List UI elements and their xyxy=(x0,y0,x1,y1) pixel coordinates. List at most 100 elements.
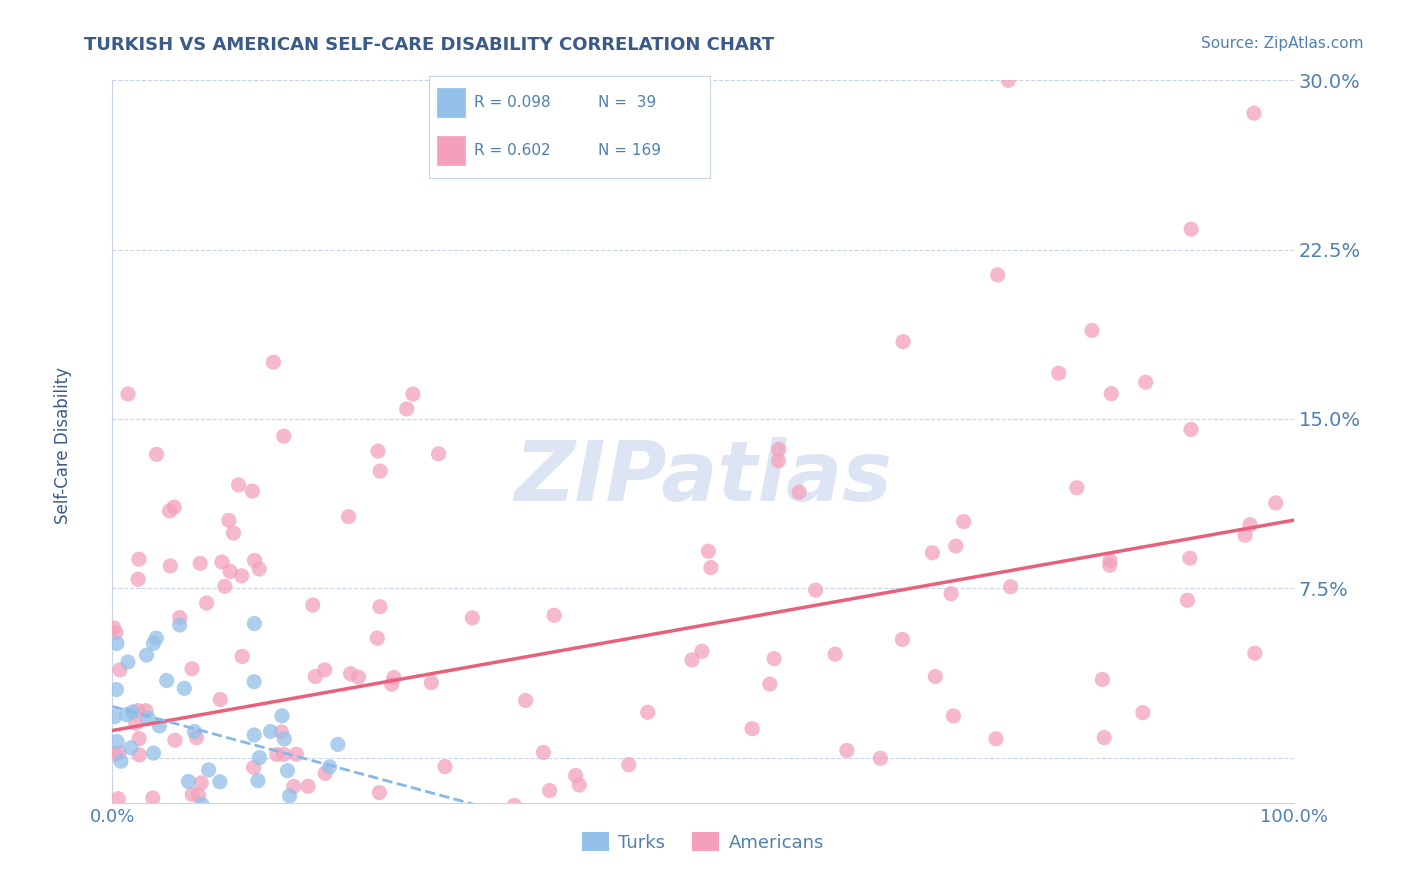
Point xyxy=(181,662,204,676)
Point xyxy=(276,764,298,778)
Point xyxy=(195,807,218,822)
Point xyxy=(952,515,974,529)
Point xyxy=(579,807,602,822)
Point xyxy=(195,596,218,610)
Text: N =  39: N = 39 xyxy=(598,95,655,110)
Point xyxy=(359,807,381,822)
Point xyxy=(292,807,315,822)
Point xyxy=(768,453,790,467)
Point xyxy=(432,807,454,822)
Point xyxy=(111,807,134,822)
Point xyxy=(461,611,484,625)
Point xyxy=(314,766,336,780)
Point xyxy=(690,644,713,658)
Point xyxy=(209,692,232,706)
Point xyxy=(117,807,139,822)
Point xyxy=(297,779,319,793)
Point xyxy=(419,807,441,822)
Point xyxy=(377,807,399,822)
Point xyxy=(891,632,914,647)
Point xyxy=(173,681,195,696)
Point xyxy=(273,731,295,746)
Point xyxy=(138,807,160,822)
Point xyxy=(1066,481,1088,495)
Text: Source: ZipAtlas.com: Source: ZipAtlas.com xyxy=(1201,36,1364,51)
Point xyxy=(125,716,148,731)
Point xyxy=(1135,375,1157,389)
Point xyxy=(824,647,846,661)
Point xyxy=(1243,106,1265,120)
Point xyxy=(129,807,152,822)
Point xyxy=(222,526,245,541)
Point xyxy=(181,788,204,802)
Point xyxy=(342,807,364,822)
Point xyxy=(142,746,165,760)
Point xyxy=(681,653,703,667)
Point xyxy=(138,807,160,822)
Point xyxy=(339,807,361,822)
Point xyxy=(228,478,250,492)
Point xyxy=(247,562,270,576)
Point xyxy=(159,558,181,573)
Point xyxy=(145,447,167,461)
Point xyxy=(143,807,166,822)
Point xyxy=(367,444,389,458)
Point xyxy=(637,705,659,719)
Point xyxy=(148,719,170,733)
Point xyxy=(1091,673,1114,687)
Point xyxy=(197,763,219,777)
Point xyxy=(270,725,292,739)
Point xyxy=(942,709,965,723)
Text: TURKISH VS AMERICAN SELF-CARE DISABILITY CORRELATION CHART: TURKISH VS AMERICAN SELF-CARE DISABILITY… xyxy=(84,36,775,54)
Point xyxy=(219,565,242,579)
Point xyxy=(1264,496,1286,510)
Point xyxy=(163,733,186,747)
Point xyxy=(110,754,132,768)
Point xyxy=(1098,558,1121,573)
Point xyxy=(271,708,294,723)
Point xyxy=(1092,731,1115,745)
Point xyxy=(339,666,361,681)
Point xyxy=(747,807,769,822)
Point xyxy=(263,807,285,822)
Point xyxy=(1180,222,1202,236)
Point xyxy=(156,673,179,688)
Point xyxy=(1225,805,1247,820)
Point xyxy=(763,651,786,665)
Point xyxy=(243,616,266,631)
Point xyxy=(209,807,232,822)
Point xyxy=(337,509,360,524)
Point xyxy=(1239,517,1261,532)
Point xyxy=(243,674,266,689)
Point xyxy=(198,807,221,822)
Text: R = 0.098: R = 0.098 xyxy=(474,95,550,110)
Point xyxy=(104,709,127,723)
Point xyxy=(330,807,353,822)
Point xyxy=(301,598,323,612)
Point xyxy=(304,669,326,683)
Point xyxy=(278,789,301,803)
Point xyxy=(108,663,131,677)
Point xyxy=(433,759,456,773)
Point xyxy=(835,743,858,757)
Point xyxy=(1177,593,1199,607)
Point xyxy=(984,731,1007,746)
Point xyxy=(997,73,1019,87)
Point xyxy=(915,807,938,822)
Point xyxy=(697,544,720,558)
Point xyxy=(1234,528,1257,542)
Point xyxy=(1099,386,1122,401)
Point xyxy=(262,355,284,369)
Point xyxy=(1081,323,1104,337)
Point xyxy=(541,807,564,822)
Point xyxy=(1178,551,1201,566)
Point xyxy=(108,807,131,822)
Point xyxy=(218,807,240,822)
FancyBboxPatch shape xyxy=(437,88,465,117)
Point xyxy=(347,670,370,684)
Point xyxy=(368,599,391,614)
Point xyxy=(253,807,276,822)
Point xyxy=(103,807,125,822)
Point xyxy=(891,334,914,349)
Point xyxy=(382,671,405,685)
